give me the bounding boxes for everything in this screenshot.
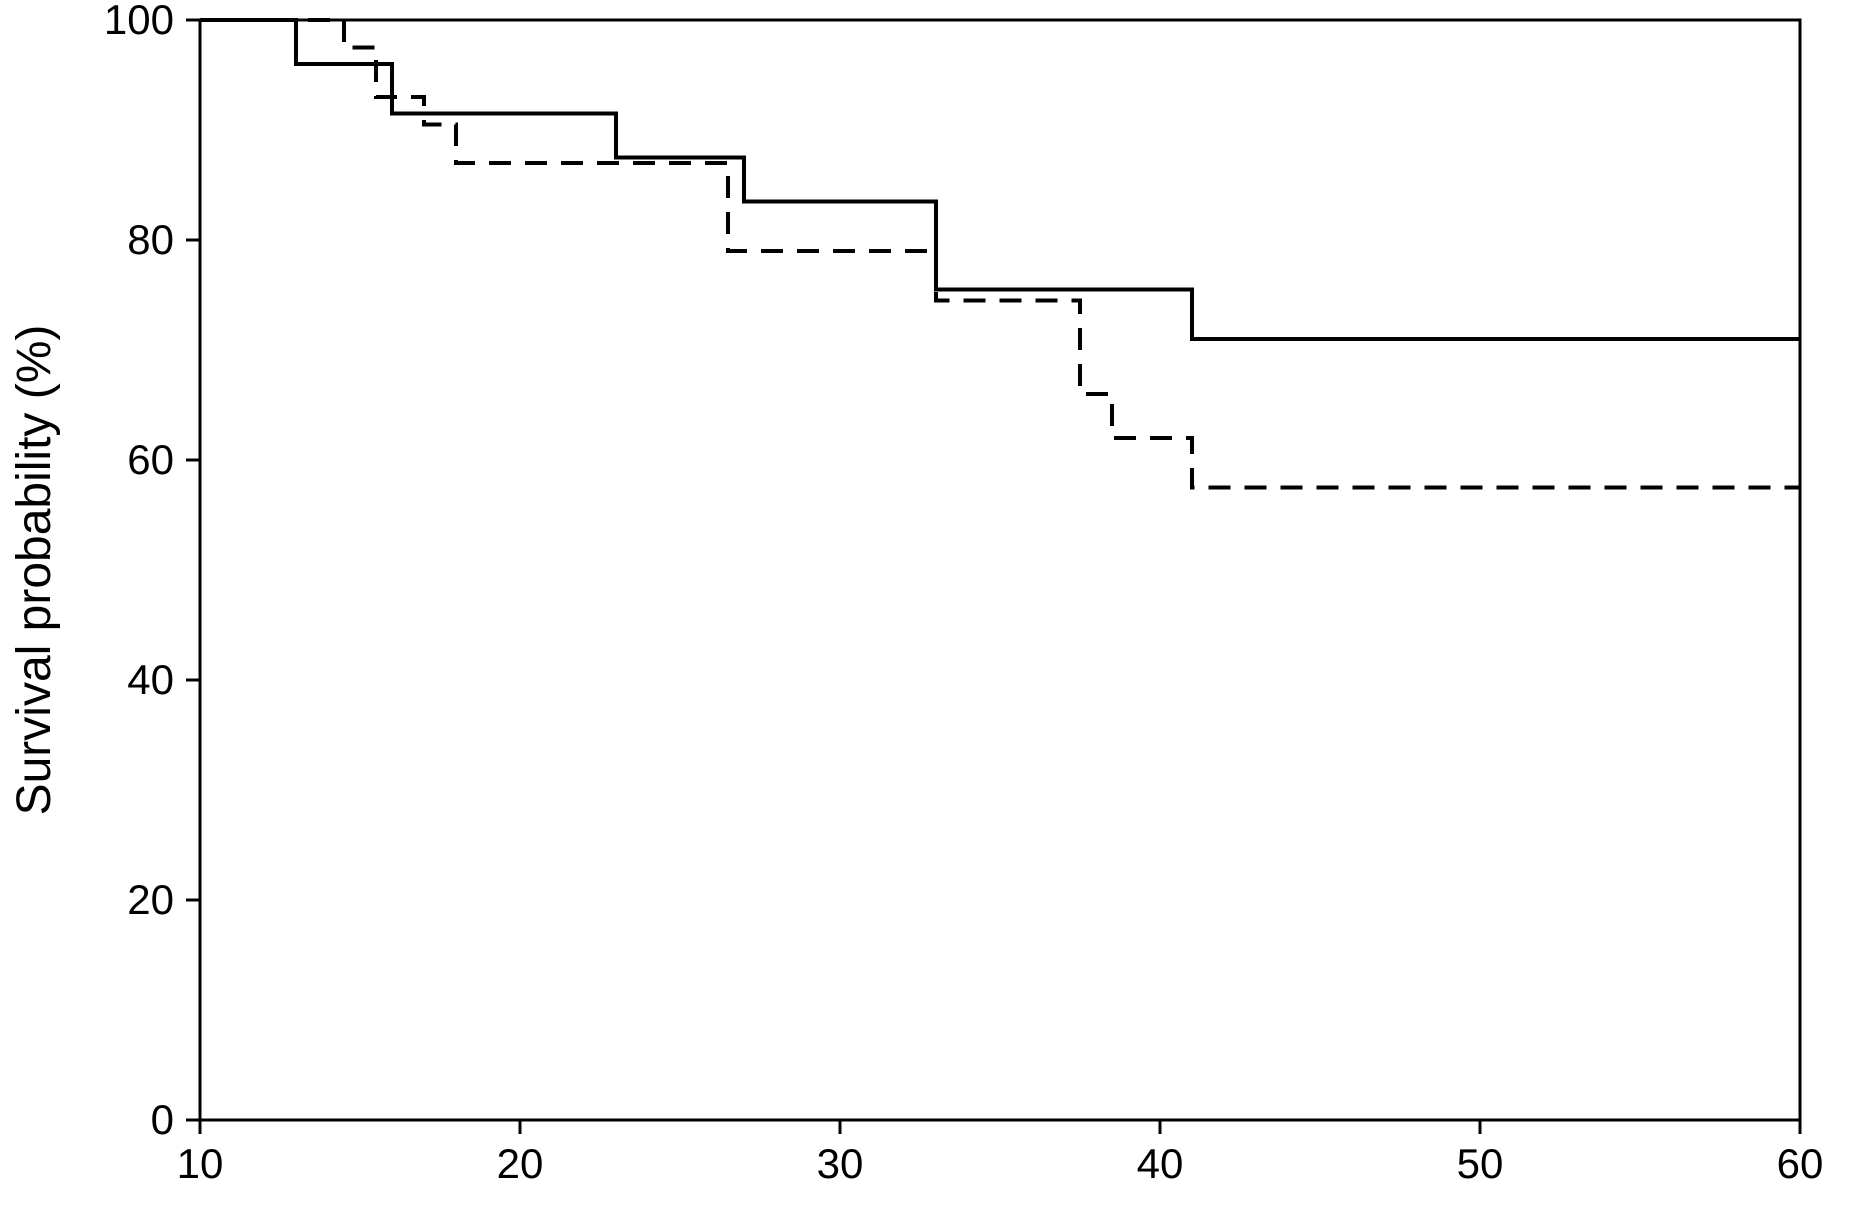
- y-tick-label: 80: [127, 216, 174, 263]
- series-solid: [200, 20, 1800, 339]
- x-tick-label: 60: [1777, 1140, 1824, 1187]
- y-tick-label: 40: [127, 656, 174, 703]
- series-dashed: [200, 20, 1800, 488]
- chart-svg: 10 20 30 40 50 60 0 20 40 60 80 100 Survival probabi…: [0, 0, 1868, 1223]
- x-tick-label: 20: [497, 1140, 544, 1187]
- x-tick-label: 50: [1457, 1140, 1504, 1187]
- y-tick-label: 0: [151, 1096, 174, 1143]
- y-axis-label: Survival probability (%): [8, 325, 61, 816]
- x-tick-label: 30: [817, 1140, 864, 1187]
- y-tick-label: 100: [104, 0, 174, 43]
- plot-border: [200, 20, 1800, 1120]
- survival-chart: 10 20 30 40 50 60 0 20 40 60 80 100 Survival probabi…: [0, 0, 1868, 1223]
- x-tick-label: 40: [1137, 1140, 1184, 1187]
- y-tick-label: 60: [127, 436, 174, 483]
- y-tick-label: 20: [127, 876, 174, 923]
- x-tick-label: 10: [177, 1140, 224, 1187]
